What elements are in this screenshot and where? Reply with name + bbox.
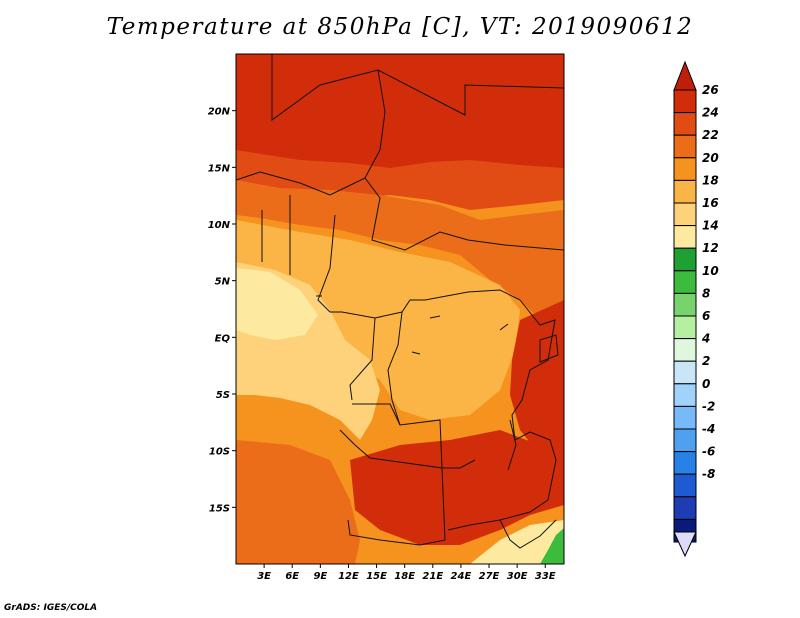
border-line — [499, 334, 559, 549]
colorbar-bottom-arrow — [673, 531, 697, 558]
colorbar-box — [673, 134, 697, 159]
border-line — [316, 295, 509, 355]
colorbar-box — [673, 473, 697, 498]
colorbar-boxes — [673, 89, 697, 543]
lat-tick-label: 10N — [208, 220, 231, 231]
colorbar-box — [673, 451, 697, 475]
colorbar-label: 12 — [702, 241, 719, 255]
colorbar-box — [673, 247, 697, 272]
lat-tick-label: 5N — [215, 277, 231, 288]
border-line — [364, 69, 564, 251]
latitude-axis: 20N 15N 10N 5N EQ 5S 10S 15S — [208, 107, 236, 514]
country-borders — [236, 54, 564, 549]
colorbar-label: 0 — [702, 377, 710, 391]
border-line — [261, 195, 521, 319]
colorbar-box — [673, 112, 697, 136]
lat-tick-label: EQ — [215, 333, 231, 344]
border-line — [339, 403, 446, 546]
east-hot — [510, 300, 564, 460]
colorbar-label: 6 — [702, 309, 710, 323]
lon-tick-label: 24E — [451, 571, 472, 582]
lat-tick-label: 20N — [208, 107, 231, 118]
north-band — [236, 54, 564, 176]
map-title: Temperature at 850hPa [C], VT: 201909061… — [106, 14, 694, 40]
cool-highlands — [236, 220, 520, 420]
colorbar-label: 10 — [702, 264, 719, 278]
gulf-coolest — [236, 268, 318, 340]
colorbar-label: 2 — [702, 354, 710, 368]
lat-tick-label: 15N — [208, 163, 231, 174]
southwest-warm — [236, 440, 360, 564]
colorbar-label: 18 — [702, 173, 719, 187]
colorbar-label: 16 — [702, 196, 719, 210]
lon-tick-label: 12E — [338, 571, 359, 582]
southeast-cool — [470, 520, 564, 564]
colorbar-label: -8 — [702, 467, 715, 481]
south-hot — [350, 430, 564, 545]
lon-tick-label: 18E — [394, 571, 415, 582]
colorbar-box — [673, 496, 697, 520]
plot-frame — [235, 53, 565, 565]
colorbar-label: 26 — [702, 83, 719, 97]
grads-credit: GrADS: IGES/COLA — [4, 603, 98, 613]
colorbar-box — [673, 89, 697, 114]
north-transition — [236, 180, 564, 330]
lon-tick-label: 9E — [313, 571, 327, 582]
colorbar-box — [673, 202, 697, 227]
colorbar-label: 22 — [702, 128, 719, 142]
lat-tick-label: 5S — [216, 390, 230, 401]
colorbar-label: -2 — [702, 399, 715, 413]
lon-tick-label: 33E — [535, 571, 556, 582]
colorbar-box — [673, 428, 697, 453]
lat-tick-label: 10S — [209, 447, 230, 458]
lat-tick-label: 15S — [209, 503, 230, 514]
colorbar-box — [673, 225, 697, 249]
border-line — [236, 171, 366, 196]
border-line — [447, 299, 557, 531]
colorbar-box — [673, 315, 697, 340]
longitude-axis: 3E 6E 9E 12E 15E 18E 21E 24E 27E 30E 33E — [257, 564, 556, 582]
colorbar-box — [673, 360, 697, 385]
lon-tick-label: 21E — [422, 571, 443, 582]
colorbar-box — [673, 383, 697, 407]
colorbar-box — [673, 405, 697, 430]
lon-tick-label: 30E — [507, 571, 528, 582]
colorbar-label: -4 — [702, 422, 715, 436]
colorbar-label: 8 — [702, 286, 710, 300]
colorbar-top-arrow — [673, 60, 697, 91]
colorbar-label: 4 — [701, 332, 710, 346]
colorbar-label: 14 — [702, 219, 719, 233]
lon-tick-label: 3E — [257, 571, 271, 582]
lon-tick-label: 27E — [479, 571, 500, 582]
lon-tick-label: 6E — [285, 571, 299, 582]
colorbar-box — [673, 338, 697, 362]
colorbar-box — [673, 179, 697, 204]
colorbar-box — [673, 157, 697, 181]
colorbar-label: -6 — [702, 445, 715, 459]
colorbar-box — [673, 292, 697, 317]
colorbar-label: 20 — [702, 151, 719, 165]
lon-tick-label: 15E — [366, 571, 387, 582]
southeast-green — [540, 528, 564, 564]
colorbar-label: 24 — [702, 106, 719, 120]
colorbar-box — [673, 270, 697, 294]
temperature-field — [236, 54, 564, 564]
